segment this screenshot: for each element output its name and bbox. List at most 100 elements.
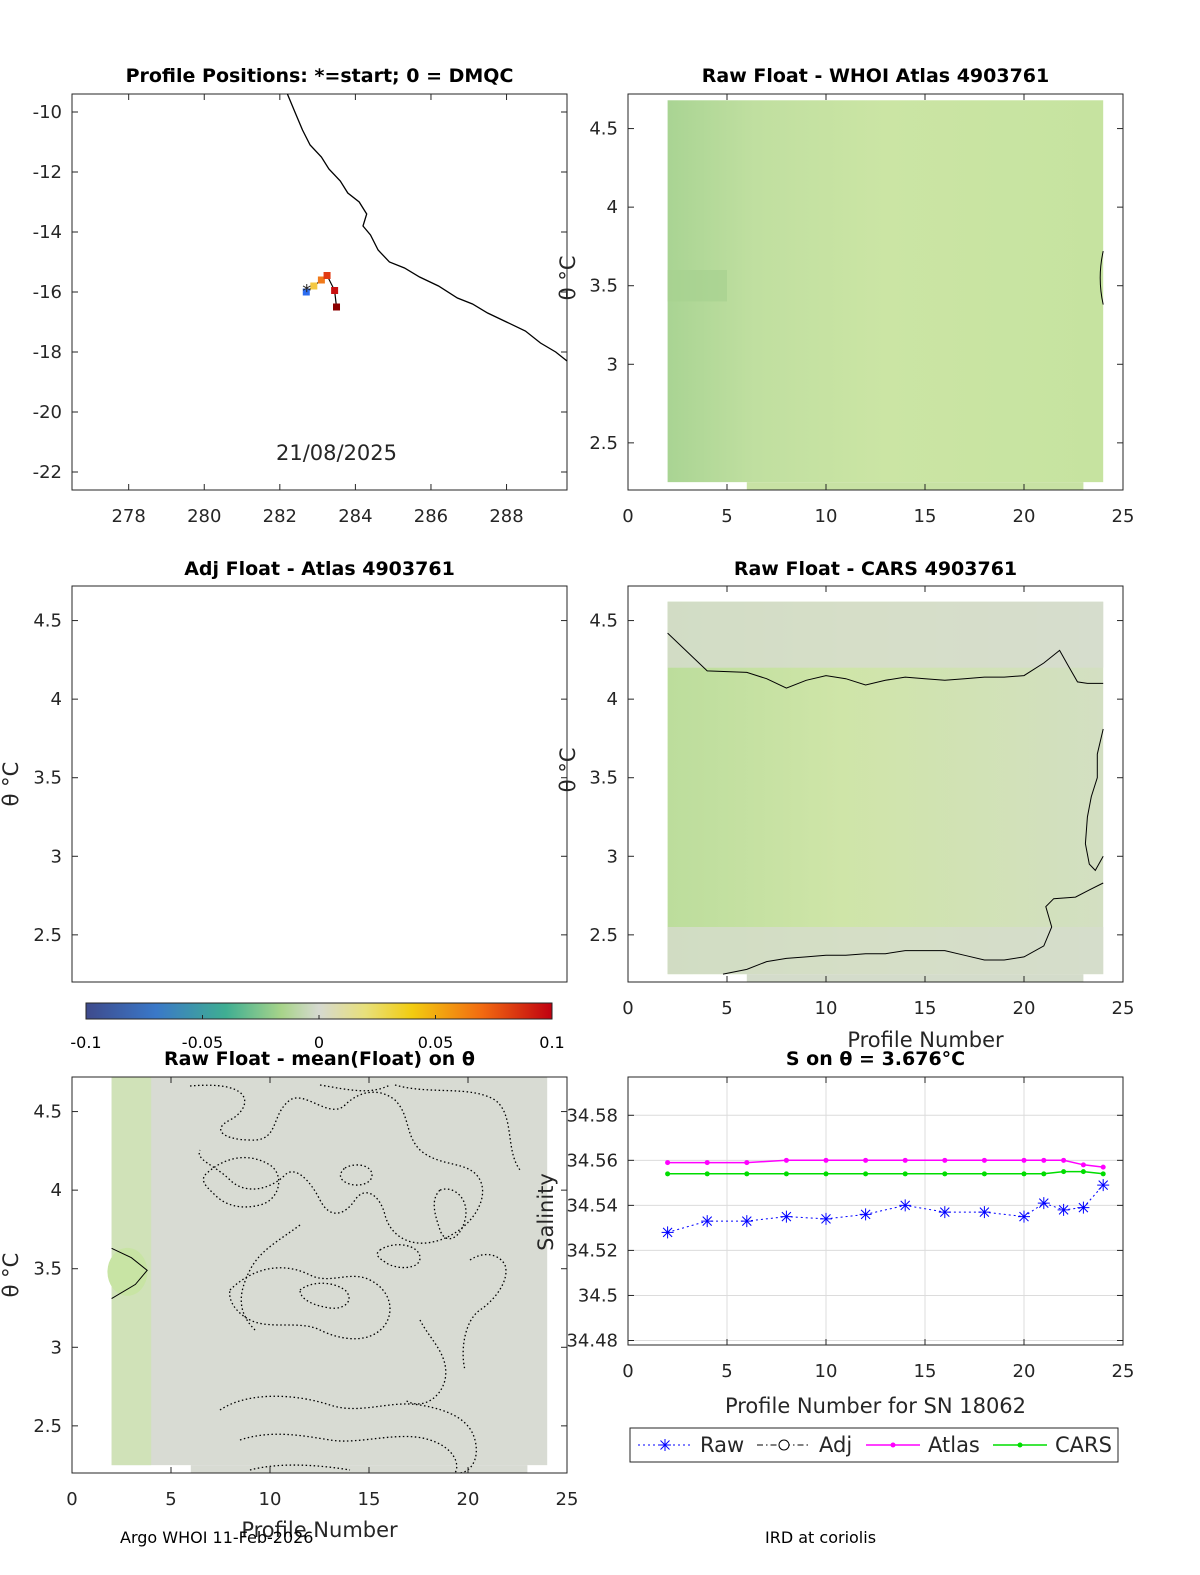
salinity-axes <box>627 1076 1124 1346</box>
atlas-series-marker <box>902 1157 908 1163</box>
legend-label: Atlas <box>928 1433 980 1457</box>
mean-contour-dotted <box>202 1156 280 1208</box>
positions-title: Profile Positions: *=start; 0 = DMQC <box>126 65 514 87</box>
cars-series-marker <box>783 1171 789 1177</box>
adj-atlas-axes <box>71 585 568 983</box>
legend-entry-adj: Adj <box>757 1433 852 1457</box>
cars-series-marker <box>823 1171 829 1177</box>
mean-contour-dotted <box>462 1253 507 1371</box>
profile-positions-panel: Profile Positions: *=start; 0 = DMQC * 27… <box>33 65 568 527</box>
raw-marker-stroke <box>1078 1202 1089 1213</box>
y-tick-label: -20 <box>33 402 62 423</box>
y-tick-label: 3 <box>51 846 62 867</box>
x-tick-label: 5 <box>721 1361 732 1382</box>
whoi-heatmap-field <box>667 100 1104 483</box>
raw-series-marker <box>859 1208 872 1221</box>
y-tick-label: 34.58 <box>566 1105 618 1126</box>
mean-contour-dotted <box>239 1433 458 1474</box>
y-tick-label: 34.56 <box>566 1150 618 1171</box>
x-tick-label: 0 <box>622 506 633 527</box>
footer-right-text: IRD at coriolis <box>765 1528 876 1547</box>
raw-marker-stroke <box>900 1200 911 1211</box>
atlas-series-marker <box>744 1160 750 1166</box>
x-tick-label: 10 <box>815 1361 838 1382</box>
x-tick-label: 25 <box>1112 998 1135 1019</box>
y-tick-label: 3 <box>607 846 618 867</box>
cars-series-marker <box>704 1171 710 1177</box>
colorbar-tick-label: -0.1 <box>70 1033 101 1052</box>
colorbar-tick-label: -0.05 <box>182 1033 223 1052</box>
y-tick-label: 2.5 <box>589 925 618 946</box>
atlas-series-marker <box>1061 1157 1067 1163</box>
y-tick-label: 4 <box>607 197 618 218</box>
raw-series-marker <box>978 1206 991 1219</box>
adj-atlas-ylabel: θ °C <box>0 762 23 807</box>
whoi-contour-line <box>1099 251 1104 305</box>
salinity-plot-content: 0 5 10 15 20 25 34.48 34.5 34.52 34.54 34.56 34.58 <box>566 1077 1134 1382</box>
raw-series-marker <box>1018 1210 1030 1223</box>
positions-axes <box>71 93 568 491</box>
mean-contour-dotted <box>319 1084 391 1092</box>
raw-marker-stroke <box>939 1207 950 1217</box>
cars-series-marker <box>863 1171 869 1177</box>
y-tick-label: 4 <box>51 1180 62 1201</box>
salinity-xlabel: Profile Number for SN 18062 <box>725 1394 1026 1418</box>
x-tick-label: 25 <box>1112 506 1135 527</box>
mean-contour-dotted <box>229 1267 391 1340</box>
adj-atlas-plot-content: 2.5 3 3.5 4 4.5 <box>33 611 567 946</box>
raw-series-marker <box>899 1199 912 1212</box>
profile-position-marker <box>302 288 310 296</box>
raw-series-line <box>667 1184 1104 1233</box>
cars-series-marker <box>744 1171 750 1177</box>
footer-left-text: Argo WHOI 11-Feb-2026 <box>120 1528 313 1547</box>
y-tick-label: 34.5 <box>578 1285 618 1306</box>
y-tick-label: 2.5 <box>589 433 618 454</box>
positions-plot-content: * 278 280 282 284 286 288 -10 -12 -14 -16 -18 -20 -22 <box>33 93 568 527</box>
salinity-title: S on θ = 3.676°C <box>786 1048 965 1070</box>
raw-marker-stroke <box>860 1209 871 1220</box>
raw-series-marker <box>938 1206 951 1219</box>
x-tick-label: 286 <box>414 506 448 527</box>
whoi-heatmap-patch <box>667 270 727 302</box>
x-tick-label: 280 <box>187 506 221 527</box>
x-tick-label: 282 <box>263 506 297 527</box>
x-tick-label: 20 <box>457 1489 480 1510</box>
legend-swatch-marker <box>1017 1442 1023 1448</box>
profile-position-marker <box>323 272 331 279</box>
x-tick-label: 10 <box>815 506 838 527</box>
raw-series-marker <box>780 1210 793 1223</box>
x-tick-label: 20 <box>1013 998 1036 1019</box>
legend-swatch-marker <box>890 1442 896 1448</box>
y-tick-label: 3 <box>51 1337 62 1358</box>
y-tick-label: 3.5 <box>589 768 618 789</box>
y-tick-label: 4.5 <box>589 611 618 632</box>
legend-entry-cars: CARS <box>993 1433 1112 1457</box>
legend-entry-atlas: Atlas <box>866 1433 980 1457</box>
cars-series-marker <box>665 1171 671 1177</box>
adj-atlas-title: Adj Float - Atlas 4903761 <box>184 558 455 580</box>
y-tick-label: 4 <box>607 689 618 710</box>
y-tick-label: -10 <box>33 102 62 123</box>
y-tick-label: 3 <box>607 354 618 375</box>
cars-contour-lower <box>722 882 1104 975</box>
cars-series-marker <box>1041 1171 1047 1177</box>
y-tick-label: -16 <box>33 282 62 303</box>
y-tick-label: 3.5 <box>589 276 618 297</box>
atlas-series-marker <box>942 1157 948 1163</box>
profile-position-marker <box>331 287 339 294</box>
y-tick-label: -12 <box>33 162 62 183</box>
cars-series-marker <box>942 1171 948 1177</box>
cars-series-marker <box>1100 1171 1106 1177</box>
mean-heatmap-field <box>111 1077 548 1466</box>
x-tick-label: 0 <box>622 1361 633 1382</box>
x-tick-label: 15 <box>914 506 937 527</box>
adj-atlas-panel: Adj Float - Atlas 4903761 2.5 3 3.5 4 4.5 θ … <box>0 558 568 983</box>
positions-date-annotation: 21/08/2025 <box>276 441 397 465</box>
atlas-series-marker <box>1021 1157 1027 1163</box>
atlas-series-marker <box>1080 1162 1086 1168</box>
x-tick-label: 5 <box>165 1489 176 1510</box>
y-tick-label: 2.5 <box>33 1416 62 1437</box>
mean-contour-dotted <box>189 1084 484 1244</box>
profile-position-marker <box>333 303 341 311</box>
